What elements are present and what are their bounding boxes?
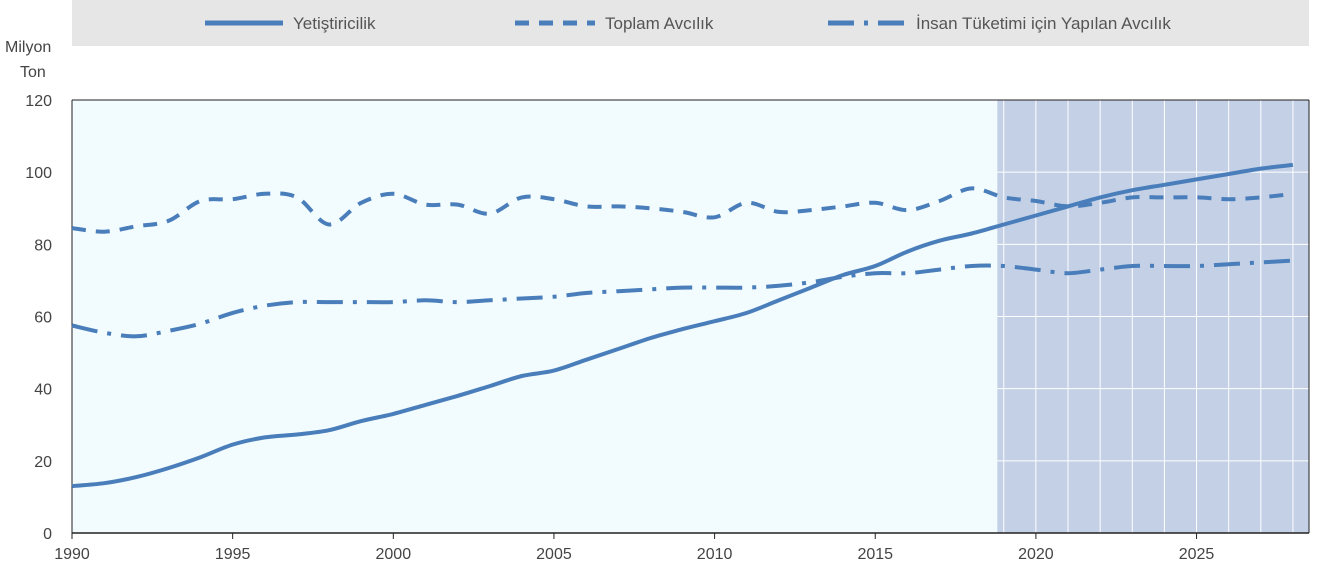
y-unit-label-line1: Milyon xyxy=(5,39,51,56)
x-tick-label: 2025 xyxy=(1179,546,1215,563)
x-tick-label: 2005 xyxy=(536,546,572,563)
series-line-2 xyxy=(71,186,1294,234)
x-tick-label: 1995 xyxy=(215,546,251,563)
y-tick-label: 60 xyxy=(34,310,52,327)
y-tick-label: 20 xyxy=(34,454,52,471)
y-axis-ticks: 0 20 40 60 80 100 120 xyxy=(25,93,52,543)
y-tick-label: 0 xyxy=(43,526,52,543)
x-tick-label: 1990 xyxy=(54,546,90,563)
legend-label-1: Yetiştiricilik xyxy=(293,14,376,33)
series-lines xyxy=(71,162,1294,489)
x-tick-label: 2010 xyxy=(697,546,733,563)
legend-label-2: Toplam Avcılık xyxy=(605,14,714,33)
projection-grid xyxy=(997,100,1309,533)
y-tick-label: 40 xyxy=(34,382,52,399)
x-tick-label: 2000 xyxy=(376,546,412,563)
y-tick-label: 100 xyxy=(25,165,52,182)
y-tick-label: 80 xyxy=(34,237,52,254)
x-tick-label: 2020 xyxy=(1018,546,1054,563)
series-line-1 xyxy=(71,162,1294,489)
legend-label-3: İnsan Tüketimi için Yapılan Avcılık xyxy=(916,14,1171,33)
x-axis-ticks: 1990 1995 2000 2005 2010 2015 2020 2025 xyxy=(54,533,1214,563)
legend: Yetiştiricilik Toplam Avcılık İnsan Tüke… xyxy=(72,0,1309,46)
axes xyxy=(71,99,1310,534)
series-line-3 xyxy=(71,258,1294,339)
y-unit-label-line2: Ton xyxy=(20,64,46,81)
x-tick-label: 2015 xyxy=(857,546,893,563)
y-tick-label: 120 xyxy=(25,93,52,110)
